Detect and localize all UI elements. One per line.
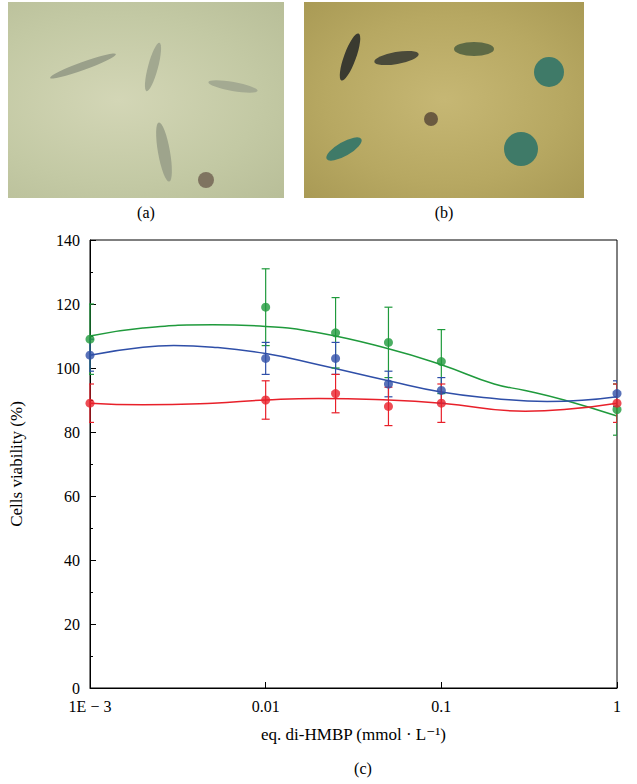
svg-text:60: 60 xyxy=(64,488,80,505)
svg-text:80: 80 xyxy=(64,424,80,441)
svg-text:140: 140 xyxy=(56,232,80,249)
svg-text:20: 20 xyxy=(64,616,80,633)
html-text:(b): (b) xyxy=(434,204,454,221)
svg-text:eq. di-HMBP (mmol · L⁻¹): eq. di-HMBP (mmol · L⁻¹) xyxy=(261,725,446,744)
svg-text:Cells viability (%): Cells viability (%) xyxy=(7,401,26,527)
html-text:(a): (a) xyxy=(137,204,155,221)
svg-text:0.1: 0.1 xyxy=(431,698,451,715)
svg-text:120: 120 xyxy=(56,296,80,313)
html-text:(c): (c) xyxy=(354,760,372,777)
svg-text:1: 1 xyxy=(613,698,621,715)
svg-text:100: 100 xyxy=(56,360,80,377)
svg-text:0.01: 0.01 xyxy=(252,698,280,715)
svg-text:40: 40 xyxy=(64,552,80,569)
svg-text:1E − 3: 1E − 3 xyxy=(69,698,112,715)
svg-text:0: 0 xyxy=(72,680,80,697)
